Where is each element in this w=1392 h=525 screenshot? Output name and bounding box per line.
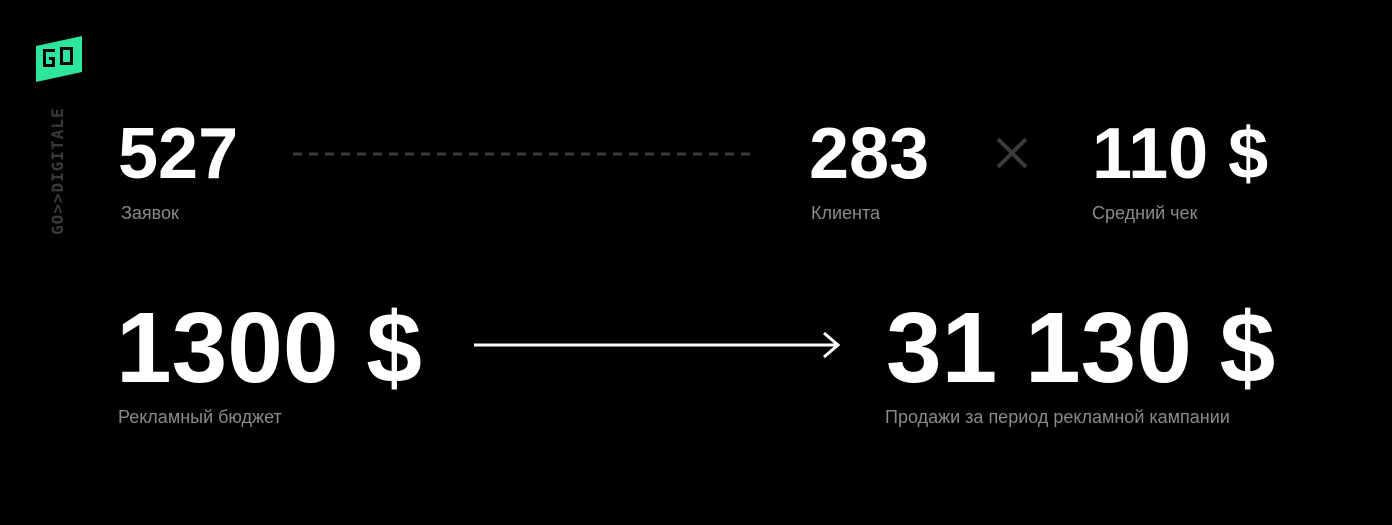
sales-value: 31 130 $ xyxy=(886,292,1276,404)
average-check-value: 110 $ xyxy=(1092,114,1269,194)
clients-label: Клиента xyxy=(811,203,881,223)
go-logo-icon xyxy=(36,36,82,82)
leads-label: Заявок xyxy=(121,203,179,223)
dashed-connector xyxy=(293,152,751,156)
arrow-right-icon xyxy=(474,331,841,359)
brand-wordmark: GO>>DIGITALE xyxy=(48,107,67,235)
average-check-label: Средний чек xyxy=(1092,203,1198,223)
clients-value: 283 xyxy=(809,114,930,194)
times-icon xyxy=(996,137,1028,169)
sales-label: Продажи за период рекламной кампании xyxy=(885,407,1230,427)
ad-budget-label: Рекламный бюджет xyxy=(118,407,282,427)
ad-budget-value: 1300 $ xyxy=(116,292,422,404)
leads-value: 527 xyxy=(118,114,239,194)
